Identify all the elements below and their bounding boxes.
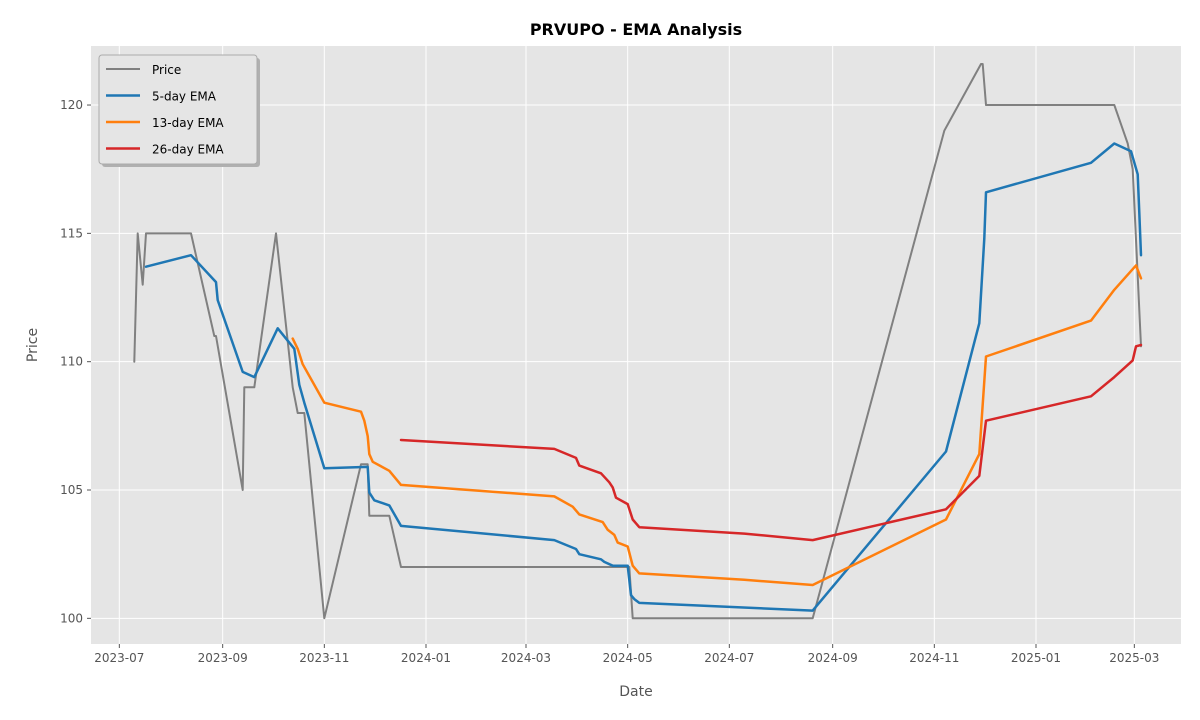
y-tick-label: 100 <box>60 611 83 625</box>
x-tick-label: 2024-07 <box>704 651 754 665</box>
y-tick-label: 115 <box>60 226 83 240</box>
x-tick-label: 2024-11 <box>909 651 959 665</box>
legend-label: 5-day EMA <box>152 90 217 104</box>
plot-background <box>91 46 1181 644</box>
y-tick-label: 110 <box>60 355 83 369</box>
y-tick-label: 105 <box>60 483 83 497</box>
x-axis-label: Date <box>619 684 652 700</box>
series-lines <box>133 63 1143 620</box>
legend-entries: Price 5-day EMA 13-day EMA 26-day EMA <box>106 63 224 157</box>
series-line-price <box>133 63 1142 620</box>
legend-label: Price <box>152 63 181 77</box>
x-tick-label: 2023-07 <box>94 651 144 665</box>
x-tick-label: 2023-09 <box>198 651 248 665</box>
series-line-5-day-ema <box>144 142 1143 612</box>
grid-lines <box>91 46 1181 644</box>
series-line-13-day-ema <box>291 264 1143 587</box>
y-axis-label: Price <box>25 328 41 362</box>
legend: Price 5-day EMA 13-day EMA 26-day EMA <box>98 54 260 167</box>
series-line-26-day-ema <box>399 343 1143 542</box>
x-tick-label: 2023-11 <box>299 651 349 665</box>
x-tick-label: 2024-09 <box>808 651 858 665</box>
y-axis-ticks: 100 105 110 115 120 <box>60 98 91 625</box>
x-axis-ticks: 2023-07 2023-09 2023-11 2024-01 2024-03 2024-… <box>94 644 1159 665</box>
legend-label: 13-day EMA <box>152 116 224 130</box>
chart-title: PRVUPO - EMA Analysis <box>530 20 742 39</box>
x-tick-label: 2024-03 <box>501 651 551 665</box>
y-tick-label: 120 <box>60 98 83 112</box>
x-tick-label: 2024-05 <box>603 651 653 665</box>
x-tick-label: 2024-01 <box>401 651 451 665</box>
legend-label: 26-day EMA <box>152 143 224 157</box>
legend-box <box>98 54 258 165</box>
x-tick-label: 2025-01 <box>1011 651 1061 665</box>
x-tick-label: 2025-03 <box>1109 651 1159 665</box>
